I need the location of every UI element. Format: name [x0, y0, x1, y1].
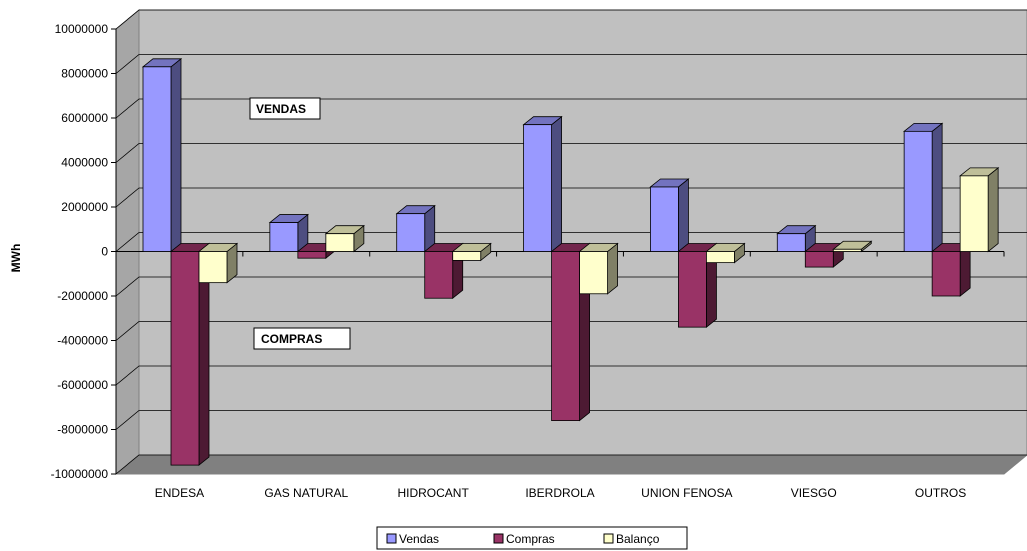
legend: Vendas Compras Balanço — [376, 526, 688, 550]
y-tick-label: -6000000 — [57, 378, 108, 392]
y-tick-label: 6000000 — [61, 111, 108, 125]
bar — [903, 122, 944, 253]
bar-front — [170, 251, 200, 466]
gridline — [115, 410, 1027, 430]
gridline — [115, 276, 1027, 297]
gridline — [115, 365, 1027, 386]
bar-front — [959, 175, 989, 252]
y-axis: 10000000 8000000 6000000 4000000 2000000 0 -20… — [51, 22, 117, 481]
bar — [959, 167, 1000, 253]
bar-front — [804, 251, 834, 268]
bar-front — [903, 130, 933, 252]
bar-side — [931, 122, 943, 253]
bars — [141, 57, 1000, 466]
gridlines — [115, 9, 1027, 475]
annotation-compras-box — [253, 327, 351, 350]
bar-front — [579, 251, 608, 295]
bar — [451, 242, 492, 262]
bar-side — [987, 167, 999, 253]
bar-side — [678, 178, 689, 253]
bar-front — [776, 233, 806, 252]
bar — [324, 224, 365, 253]
y-tick-label: 2000000 — [61, 200, 108, 214]
bar-side — [170, 57, 182, 253]
bar-front — [650, 186, 679, 252]
bar — [395, 204, 436, 253]
bar-front — [931, 251, 961, 297]
bar — [197, 242, 239, 284]
plot-floor — [114, 454, 1027, 475]
legend-swatch — [603, 533, 614, 544]
bar-front — [452, 251, 482, 261]
bar-front — [424, 251, 454, 299]
bar — [705, 242, 746, 264]
legend-label: Balanço — [616, 532, 660, 546]
bar-front — [297, 251, 327, 259]
y-tick-label: -4000000 — [57, 334, 108, 348]
y-tick-label: 10000000 — [55, 22, 109, 36]
gridline — [115, 321, 1027, 341]
bar-front — [678, 251, 707, 328]
gridline — [115, 98, 1027, 119]
y-axis-label: MWh — [9, 244, 23, 273]
gridline — [115, 232, 1027, 252]
bar — [141, 57, 183, 253]
legend-swatch — [493, 533, 504, 544]
annotation-compras: COMPRAS — [261, 332, 322, 346]
floor-panel — [114, 454, 1027, 475]
y-tick-label: -2000000 — [57, 289, 108, 303]
bar — [578, 242, 619, 295]
bar-front — [269, 222, 299, 252]
y-tick-label: -8000000 — [57, 423, 108, 437]
x-tick-label: HIDROCANT — [397, 486, 469, 500]
bar-front — [198, 251, 228, 284]
bar-front — [523, 124, 552, 252]
bar-front — [142, 66, 172, 252]
y-tick-label: 8000000 — [61, 67, 108, 81]
x-tick-label: GAS NATURAL — [264, 486, 348, 500]
bar-side — [551, 115, 562, 253]
legend-label: Vendas — [399, 532, 439, 546]
y-tick-label: 0 — [101, 245, 108, 259]
bar-front — [706, 251, 735, 264]
legend-swatch — [386, 533, 397, 544]
bar-front — [551, 251, 580, 422]
bar-front — [396, 213, 426, 252]
gridline — [115, 54, 1027, 74]
x-tick-label: IBERDROLA — [525, 486, 594, 500]
bar — [832, 240, 873, 253]
annotations: VENDAS COMPRAS — [249, 97, 351, 350]
bar — [268, 213, 309, 253]
x-tick-label: ENDESA — [155, 486, 204, 500]
legend-label: Compras — [506, 532, 555, 546]
y-tick-label: -10000000 — [51, 467, 109, 481]
gridline — [115, 187, 1027, 208]
bar — [649, 178, 690, 253]
bar-side — [607, 242, 618, 295]
gridline — [115, 454, 1027, 475]
bar — [522, 115, 563, 253]
gridline — [115, 9, 1027, 30]
x-tick-label: UNION FENOSA — [641, 486, 732, 500]
gridline — [115, 143, 1027, 163]
annotation-vendas: VENDAS — [256, 102, 306, 116]
annotation-vendas-box — [249, 97, 321, 120]
x-tick-label: OUTROS — [915, 486, 966, 500]
bar — [677, 242, 718, 328]
x-tick-label: VIESGO — [791, 486, 837, 500]
bar — [931, 242, 972, 297]
bar-front — [325, 233, 355, 252]
y-tick-label: 4000000 — [61, 156, 108, 170]
bar-front — [832, 248, 862, 252]
